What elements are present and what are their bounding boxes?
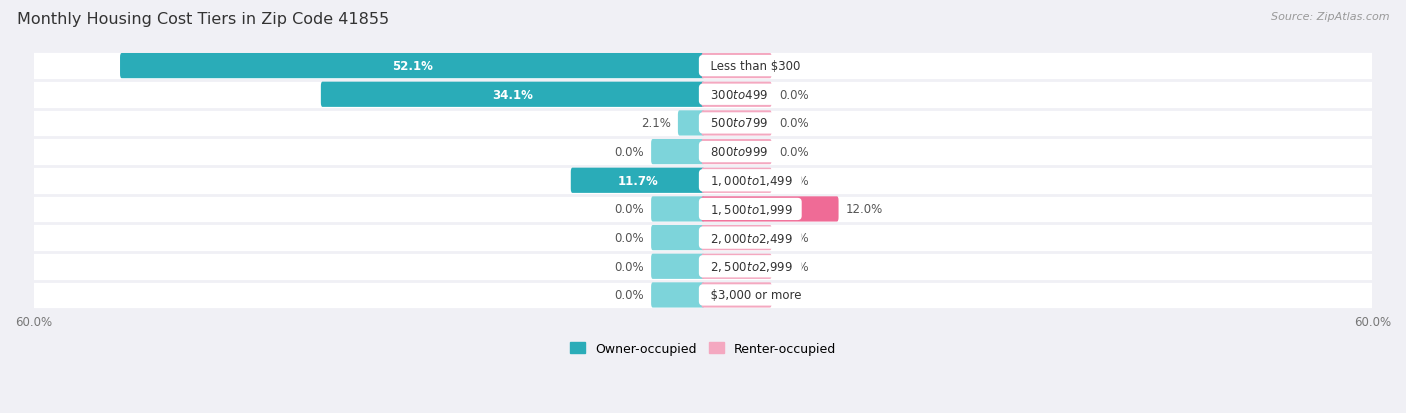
FancyBboxPatch shape bbox=[702, 168, 772, 193]
FancyBboxPatch shape bbox=[651, 197, 704, 222]
FancyBboxPatch shape bbox=[34, 43, 1372, 90]
Text: 0.0%: 0.0% bbox=[614, 289, 644, 302]
FancyBboxPatch shape bbox=[702, 197, 838, 222]
FancyBboxPatch shape bbox=[120, 54, 704, 79]
Text: 2.1%: 2.1% bbox=[641, 117, 671, 130]
Text: $800 to $999: $800 to $999 bbox=[703, 146, 773, 159]
FancyBboxPatch shape bbox=[702, 225, 772, 251]
Text: 0.0%: 0.0% bbox=[779, 88, 808, 102]
FancyBboxPatch shape bbox=[34, 158, 1372, 204]
Text: 0.0%: 0.0% bbox=[779, 232, 808, 244]
FancyBboxPatch shape bbox=[34, 100, 1372, 147]
FancyBboxPatch shape bbox=[678, 111, 704, 136]
FancyBboxPatch shape bbox=[34, 215, 1372, 261]
Text: $1,500 to $1,999: $1,500 to $1,999 bbox=[703, 202, 797, 216]
Text: 0.0%: 0.0% bbox=[614, 146, 644, 159]
Text: 52.1%: 52.1% bbox=[392, 60, 433, 73]
FancyBboxPatch shape bbox=[702, 282, 772, 308]
FancyBboxPatch shape bbox=[651, 254, 704, 279]
Legend: Owner-occupied, Renter-occupied: Owner-occupied, Renter-occupied bbox=[565, 337, 841, 360]
FancyBboxPatch shape bbox=[34, 129, 1372, 176]
Text: 0.0%: 0.0% bbox=[614, 232, 644, 244]
Text: 34.1%: 34.1% bbox=[492, 88, 533, 102]
Text: 0.0%: 0.0% bbox=[779, 260, 808, 273]
Text: $2,500 to $2,999: $2,500 to $2,999 bbox=[703, 260, 797, 274]
FancyBboxPatch shape bbox=[702, 111, 772, 136]
FancyBboxPatch shape bbox=[702, 54, 772, 79]
Text: Less than $300: Less than $300 bbox=[703, 60, 808, 73]
FancyBboxPatch shape bbox=[702, 83, 772, 108]
Text: Source: ZipAtlas.com: Source: ZipAtlas.com bbox=[1271, 12, 1389, 22]
Text: $1,000 to $1,499: $1,000 to $1,499 bbox=[703, 174, 797, 188]
FancyBboxPatch shape bbox=[702, 254, 772, 279]
FancyBboxPatch shape bbox=[702, 140, 772, 165]
Text: Monthly Housing Cost Tiers in Zip Code 41855: Monthly Housing Cost Tiers in Zip Code 4… bbox=[17, 12, 389, 27]
Text: 0.0%: 0.0% bbox=[779, 174, 808, 188]
FancyBboxPatch shape bbox=[651, 140, 704, 165]
Text: 0.0%: 0.0% bbox=[779, 289, 808, 302]
FancyBboxPatch shape bbox=[34, 272, 1372, 318]
FancyBboxPatch shape bbox=[34, 72, 1372, 118]
Text: 0.0%: 0.0% bbox=[614, 203, 644, 216]
FancyBboxPatch shape bbox=[34, 244, 1372, 290]
Text: $500 to $799: $500 to $799 bbox=[703, 117, 773, 130]
Text: $2,000 to $2,499: $2,000 to $2,499 bbox=[703, 231, 797, 245]
Text: 12.0%: 12.0% bbox=[846, 203, 883, 216]
Text: 0.0%: 0.0% bbox=[779, 117, 808, 130]
FancyBboxPatch shape bbox=[651, 225, 704, 251]
FancyBboxPatch shape bbox=[571, 168, 704, 193]
Text: 11.7%: 11.7% bbox=[617, 174, 658, 188]
FancyBboxPatch shape bbox=[321, 83, 704, 108]
FancyBboxPatch shape bbox=[651, 282, 704, 308]
Text: $3,000 or more: $3,000 or more bbox=[703, 289, 808, 302]
Text: 0.0%: 0.0% bbox=[779, 60, 808, 73]
Text: 0.0%: 0.0% bbox=[779, 146, 808, 159]
Text: 0.0%: 0.0% bbox=[614, 260, 644, 273]
Text: $300 to $499: $300 to $499 bbox=[703, 88, 773, 102]
FancyBboxPatch shape bbox=[34, 186, 1372, 233]
